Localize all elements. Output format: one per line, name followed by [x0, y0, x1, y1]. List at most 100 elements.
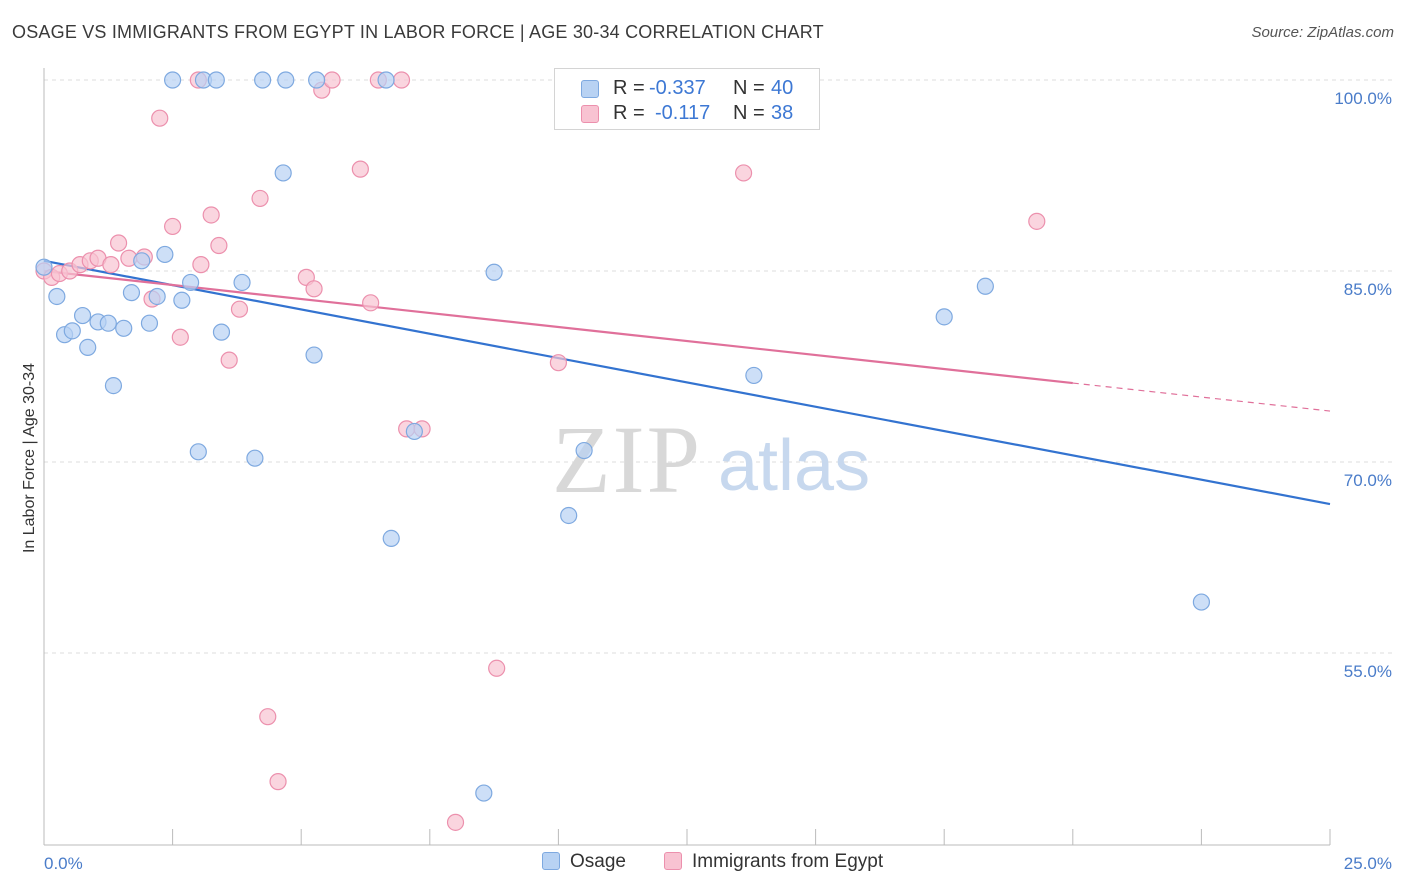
legend-r-label: R =	[613, 77, 645, 99]
osage-point	[976, 277, 994, 295]
correlation-legend: R = -0.337 N = 40 R = -0.117 N = 38	[554, 68, 820, 130]
osage-point	[212, 323, 231, 341]
osage-point	[133, 252, 151, 270]
legend-n-label: N =	[733, 77, 765, 99]
chart-title: OSAGE VS IMMIGRANTS FROM EGYPT IN LABOR …	[12, 22, 824, 42]
osage-point	[73, 306, 92, 325]
egypt-point	[202, 206, 220, 224]
legend-n-value-osage: 40	[771, 77, 794, 99]
y-axis-title: In Labor Force | Age 30-34	[21, 363, 38, 553]
legend-r-value-osage: -0.337	[649, 77, 706, 99]
egypt-point	[734, 164, 753, 182]
osage-point	[182, 273, 200, 292]
egypt-point	[259, 708, 277, 726]
y-tick-label: 85.0%	[1344, 280, 1392, 299]
egypt-point	[164, 217, 182, 236]
osage-point	[405, 422, 423, 441]
osage-point	[189, 443, 207, 461]
osage-trend-line	[43, 259, 1331, 506]
osage-point	[104, 377, 123, 395]
egypt-point	[251, 189, 269, 208]
osage-point	[35, 258, 53, 276]
label-layer: 55.0% 70.0% 85.0% 100.0% 0.0% 25.0%	[44, 89, 1392, 873]
axis-layer	[43, 68, 1331, 846]
egypt-legend-label: Immigrants from Egypt	[692, 851, 884, 872]
egypt-point	[220, 351, 238, 369]
osage-point	[560, 506, 578, 525]
x-tick-label: 0.0%	[44, 854, 83, 873]
osage-point	[1192, 593, 1211, 611]
egypt-point	[392, 71, 411, 89]
egypt-point	[488, 659, 506, 677]
point-layer	[35, 71, 1211, 831]
osage-point	[475, 784, 493, 802]
osage-legend-swatch	[542, 852, 560, 870]
y-tick-label: 100.0%	[1334, 89, 1392, 108]
egypt-point	[1028, 212, 1046, 230]
egypt-point	[151, 109, 169, 127]
egypt-point	[192, 256, 210, 274]
egypt-trend-line	[43, 269, 1073, 385]
legend-row-egypt: R = -0.117 N = 38	[555, 102, 819, 128]
osage-point	[305, 346, 323, 364]
legend-r-value-egypt: -0.117	[655, 102, 711, 124]
bottom-legend-egypt[interactable]: Immigrants from Egypt	[664, 851, 883, 873]
osage-point	[173, 291, 191, 309]
osage-point	[382, 529, 400, 548]
egypt-point	[446, 813, 465, 831]
egypt-point	[210, 236, 228, 255]
osage-point	[115, 319, 133, 337]
egypt-point	[549, 354, 568, 372]
osage-point	[575, 441, 593, 460]
osage-swatch	[581, 80, 599, 98]
osage-point	[164, 71, 182, 89]
egypt-point	[323, 71, 341, 89]
osage-point	[254, 71, 272, 89]
egypt-point	[351, 160, 369, 178]
source-label: Source: ZipAtlas.com	[1251, 24, 1394, 41]
egypt-point	[230, 300, 249, 318]
osage-point	[122, 284, 141, 302]
osage-point	[485, 263, 503, 281]
y-tick-label: 55.0%	[1344, 662, 1392, 681]
bottom-legend-osage[interactable]: Osage	[542, 851, 626, 873]
egypt-trend-line-extension	[1072, 382, 1331, 412]
osage-point	[48, 287, 66, 306]
osage-point	[156, 245, 174, 264]
osage-point	[745, 366, 763, 385]
egypt-point	[269, 773, 287, 791]
osage-point	[99, 314, 117, 332]
osage-point	[377, 71, 395, 89]
x-tick-label: 25.0%	[1344, 854, 1392, 873]
watermark: ZIP atlas	[552, 406, 870, 513]
legend-n-label: N =	[733, 102, 765, 124]
osage-point	[63, 322, 81, 340]
egypt-legend-swatch	[664, 852, 682, 870]
egypt-point	[171, 328, 189, 346]
y-tick-label: 70.0%	[1344, 471, 1392, 490]
egypt-point	[102, 256, 120, 274]
egypt-point	[109, 234, 128, 252]
egypt-swatch	[581, 105, 599, 123]
watermark-atlas-text: atlas	[718, 426, 870, 506]
osage-point	[148, 287, 166, 306]
legend-n-value-egypt: 38	[771, 102, 794, 124]
watermark-zip-text: ZIP	[552, 406, 702, 513]
legend-row-osage: R = -0.337 N = 40	[555, 77, 819, 103]
trend-layer	[43, 259, 1331, 506]
osage-point	[79, 338, 97, 356]
osage-point	[246, 449, 264, 467]
osage-point	[140, 314, 159, 332]
osage-point	[277, 71, 295, 89]
legend-r-label: R =	[613, 102, 645, 124]
osage-point	[233, 273, 251, 292]
egypt-point	[305, 280, 323, 298]
osage-point	[274, 164, 292, 182]
osage-point	[207, 71, 225, 89]
osage-point	[935, 308, 953, 326]
egypt-point	[362, 294, 380, 312]
osage-point	[308, 71, 326, 89]
osage-legend-label: Osage	[570, 851, 626, 872]
grid-layer	[44, 79, 1392, 654]
